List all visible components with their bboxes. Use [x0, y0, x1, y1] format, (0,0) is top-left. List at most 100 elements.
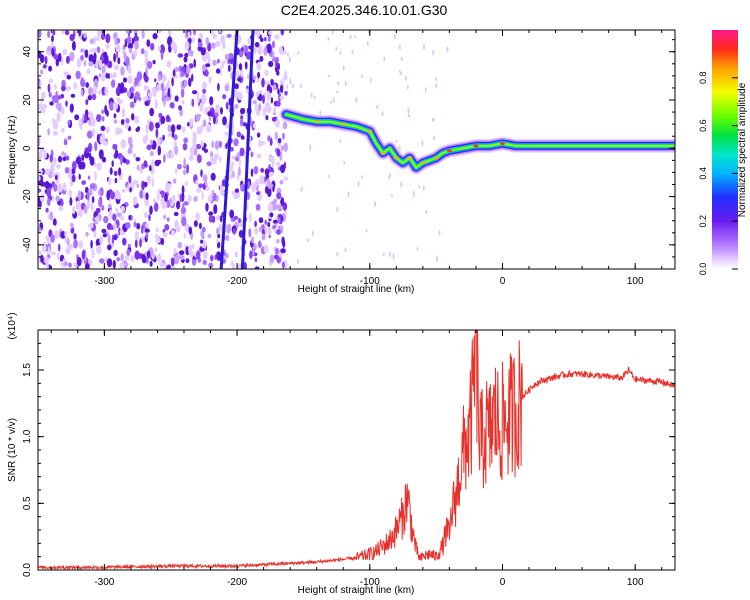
noise-speck — [120, 253, 124, 262]
noise-speck — [49, 154, 53, 163]
noise-speck — [184, 52, 189, 58]
noise-speck — [205, 202, 209, 212]
noise-speck — [57, 102, 62, 112]
noise-speck — [206, 161, 212, 167]
noise-speck — [214, 140, 220, 150]
noise-speck — [120, 156, 123, 166]
noise-speck — [135, 157, 141, 162]
noise-speck — [114, 36, 118, 46]
noise-speck — [38, 169, 43, 175]
noise-speck — [110, 191, 116, 200]
noise-speck — [98, 149, 104, 160]
noise-speck — [344, 80, 347, 86]
noise-speck — [236, 131, 241, 138]
noise-speck — [264, 37, 267, 42]
noise-speck — [64, 230, 68, 238]
noise-speck — [395, 139, 398, 144]
noise-speck — [165, 83, 169, 92]
noise-speck — [134, 239, 138, 249]
noise-speck — [276, 204, 282, 211]
noise-speck — [76, 58, 82, 68]
interference-line — [219, 30, 239, 269]
colorbar-ticks: 0.0 0.2 0.4 0.6 0.8 — [698, 72, 738, 276]
noise-speck — [91, 196, 95, 203]
noise-speck — [407, 107, 410, 115]
noise-speck — [65, 55, 70, 64]
noise-speck — [121, 108, 126, 118]
noise-speck — [154, 247, 158, 253]
noise-speck — [84, 113, 87, 124]
snr-axes: -300 -200 -100 0 100 0.0 0.5 1.0 1.5 — [22, 329, 675, 588]
noise-speck — [263, 244, 269, 254]
noise-speck — [424, 87, 427, 93]
noise-speck — [240, 118, 244, 127]
noise-speck — [182, 143, 188, 151]
noise-speck — [148, 91, 152, 97]
noise-speck — [253, 227, 259, 235]
noise-speck — [208, 75, 212, 84]
noise-speck — [344, 247, 347, 253]
noise-speck — [99, 235, 104, 245]
noise-speck — [337, 81, 340, 86]
noise-speck — [78, 30, 82, 37]
noise-speck — [217, 58, 220, 64]
noise-speck — [58, 243, 61, 252]
noise-speck — [229, 146, 234, 152]
noise-speck — [336, 252, 339, 257]
noise-speck — [41, 103, 48, 110]
noise-speck — [204, 180, 208, 187]
noise-speck — [203, 143, 207, 148]
noise-speck — [205, 51, 210, 59]
noise-speck — [148, 214, 151, 222]
noise-speck — [279, 84, 284, 94]
x-tick-label: 0 — [500, 577, 506, 588]
noise-speck — [94, 47, 97, 53]
noise-speck — [180, 88, 185, 98]
noise-speck — [179, 250, 185, 256]
noise-speck — [47, 198, 51, 206]
noise-speck — [65, 155, 70, 161]
noise-speck — [167, 87, 171, 98]
noise-speck — [114, 177, 118, 184]
noise-speck — [186, 164, 190, 174]
noise-speck — [80, 89, 84, 97]
noise-speck — [85, 99, 89, 106]
noise-speck — [435, 83, 438, 89]
noise-speck — [193, 196, 198, 202]
noise-speck — [229, 209, 235, 219]
noise-speck — [112, 213, 117, 221]
noise-speck — [246, 180, 251, 190]
noise-speck — [412, 190, 415, 198]
noise-speck — [174, 254, 180, 265]
noise-speck — [205, 37, 209, 46]
noise-speck — [97, 90, 103, 95]
noise-speck — [237, 91, 243, 101]
noise-speck — [133, 221, 137, 228]
noise-speck — [210, 254, 214, 262]
noise-speck — [225, 142, 228, 149]
noise-speck — [139, 189, 144, 199]
noise-speck — [207, 195, 213, 203]
signal-peak — [380, 151, 386, 155]
noise-speck — [199, 102, 204, 112]
noise-speck — [128, 64, 132, 75]
noise-speck — [44, 55, 48, 65]
noise-speck — [195, 143, 202, 150]
noise-speck — [39, 81, 42, 87]
noise-speck — [256, 132, 261, 138]
noise-speck — [120, 119, 125, 125]
noise-speck — [142, 190, 146, 200]
noise-speck — [228, 53, 234, 59]
noise-speck — [199, 247, 205, 252]
noise-speck — [163, 214, 167, 220]
noise-speck — [153, 202, 159, 212]
noise-speck — [376, 104, 379, 110]
noise-speck — [164, 193, 168, 202]
noise-speck — [258, 217, 264, 224]
noise-speck — [166, 152, 170, 159]
noise-speck — [183, 201, 189, 206]
noise-speck — [134, 231, 139, 240]
noise-speck — [277, 88, 280, 95]
colorbar-tick-label: 0.0 — [698, 263, 708, 276]
noise-speck — [117, 97, 120, 103]
